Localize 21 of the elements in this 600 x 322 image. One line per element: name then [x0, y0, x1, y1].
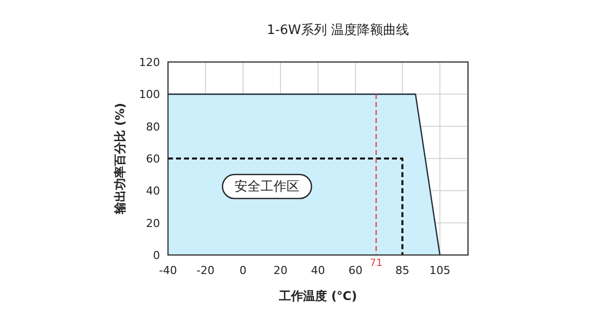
y-tick-label: 0 [153, 249, 160, 262]
x-axis-title: 工作温度 (°C) [278, 289, 357, 303]
chart-title: 1-6W系列 温度降额曲线 [266, 22, 410, 38]
y-tick-label: 120 [139, 56, 160, 69]
x-tick-label: 60 [348, 264, 362, 277]
annotation: 安全工作区 [222, 174, 312, 200]
y-tick-label: 80 [146, 120, 160, 134]
x-tick-label: 105 [429, 264, 450, 277]
x-tick-label: 20 [274, 264, 288, 277]
y-tick-label: 100 [139, 88, 160, 102]
x-tick-label: 85 [395, 264, 410, 277]
y-tick-label: 40 [146, 184, 160, 198]
x-tick-label: 40 [311, 264, 325, 277]
y-tick-label: 20 [146, 216, 160, 230]
y-tick-label: 60 [146, 152, 160, 166]
x-tick-label: -40 [159, 264, 177, 277]
x-tick-label: -20 [196, 264, 214, 277]
y-axis-title: 输出功率百分比 (%) [113, 102, 127, 216]
annotation: 安全工作区 [234, 178, 300, 195]
ref-line-label: 71 [370, 258, 382, 269]
x-tick-label: 0 [240, 264, 246, 277]
